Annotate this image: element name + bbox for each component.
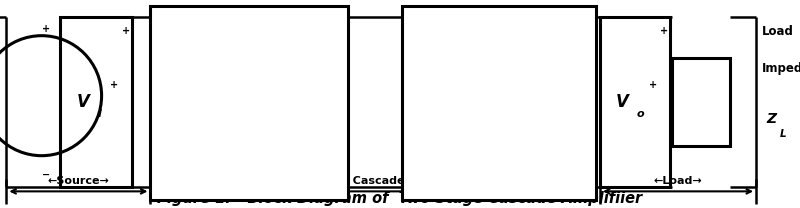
Text: I: I <box>98 109 102 119</box>
Text: −: − <box>42 170 50 180</box>
Text: – Two Stage Cascade Amplifier –: – Two Stage Cascade Amplifier – <box>275 176 475 186</box>
Text: L: L <box>780 129 786 139</box>
Bar <box>60 17 132 187</box>
Text: Second
Stage: Second Stage <box>465 84 534 122</box>
Text: Figure 1:-  Block Diagram of  Two Stage Cascade Amplifiier: Figure 1:- Block Diagram of Two Stage Ca… <box>158 191 642 206</box>
Bar <box>672 58 730 146</box>
Bar <box>402 6 596 200</box>
Bar <box>150 6 348 200</box>
Text: ←Source→: ←Source→ <box>47 176 110 186</box>
Text: Z: Z <box>766 112 776 126</box>
Text: V: V <box>77 93 90 111</box>
Text: +: + <box>42 24 50 34</box>
Text: +: + <box>110 80 118 90</box>
Text: V: V <box>616 93 629 111</box>
Text: First
Stage: First Stage <box>222 84 276 122</box>
Text: ←Load→: ←Load→ <box>654 176 702 186</box>
Text: Impedance: Impedance <box>762 62 800 76</box>
Text: +: + <box>649 80 657 90</box>
Text: o: o <box>637 109 645 119</box>
Text: Load: Load <box>762 25 794 38</box>
Text: +: + <box>660 26 668 36</box>
Text: +: + <box>122 26 130 36</box>
Bar <box>600 17 670 187</box>
